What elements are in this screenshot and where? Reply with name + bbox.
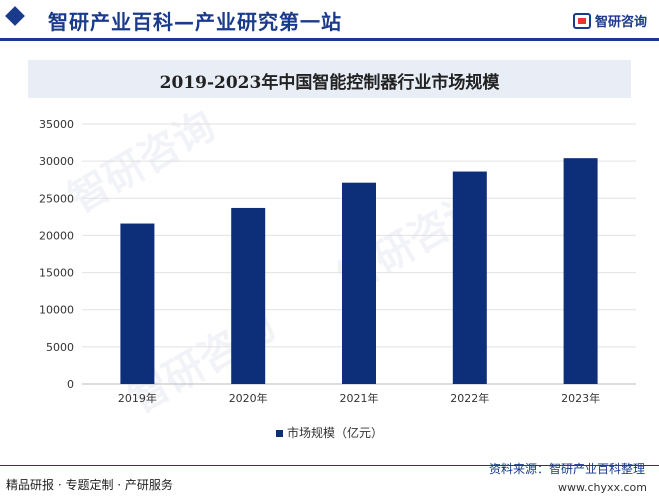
legend-swatch: [275, 430, 283, 437]
y-tick-label: 25000: [39, 192, 74, 205]
bar: [342, 182, 376, 384]
chart-title-band: 2019-2023年中国智能控制器行业市场规模: [28, 60, 631, 98]
y-tick-label: 30000: [39, 155, 74, 168]
chart-title: 2019-2023年中国智能控制器行业市场规模: [159, 73, 500, 93]
x-tick-label: 2023年: [561, 391, 600, 405]
brand-logo-icon: [572, 12, 591, 29]
footer-url[interactable]: www.chyxx.com: [557, 481, 647, 494]
brand-name: 智研咨询: [594, 15, 647, 30]
y-tick-label: 15000: [39, 267, 74, 280]
header-divider: [0, 38, 659, 41]
legend-label: 市场规模（亿元）: [286, 426, 383, 440]
x-tick-label: 2021年: [340, 391, 379, 405]
footer-divider: [0, 465, 659, 466]
bar: [452, 171, 487, 384]
header-diamond-icon: [5, 6, 25, 26]
bar: [563, 158, 598, 384]
y-tick-label: 20000: [39, 229, 74, 242]
y-tick-label: 35000: [39, 118, 74, 131]
y-tick-label: 0: [67, 378, 74, 391]
bar: [231, 207, 266, 384]
x-tick-label: 2020年: [229, 391, 268, 405]
bar-chart: 0 5000 10000 15000 20000 25000 30000 35000 2019年…: [39, 118, 636, 405]
data-source: 资料来源：智研产业百科整理: [488, 462, 645, 476]
brand-logo[interactable]: 智研咨询: [572, 11, 647, 30]
bar: [120, 223, 155, 384]
chart-legend: 市场规模（亿元）: [0, 424, 659, 441]
x-tick-label: 2022年: [450, 391, 489, 405]
y-tick-label: 5000: [46, 341, 74, 354]
footer-services: 精品研报 · 专题定制 · 产研服务: [6, 478, 173, 492]
page-header: 智研产业百科—产业研究第一站 智研咨询: [0, 0, 659, 44]
site-title: 智研产业百科—产业研究第一站: [48, 10, 342, 34]
x-tick-label: 2019年: [118, 391, 157, 405]
y-tick-label: 10000: [39, 304, 74, 317]
